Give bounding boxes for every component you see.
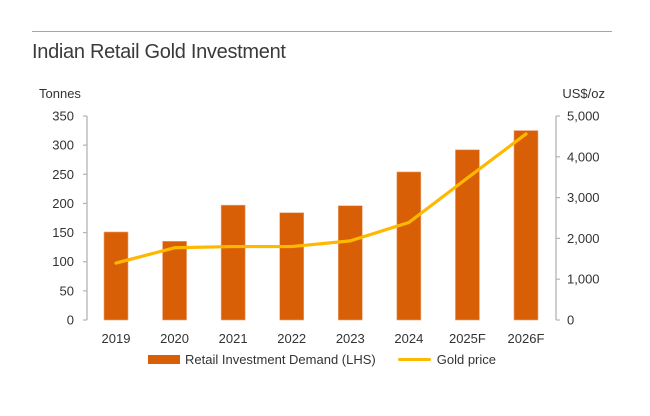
legend-item-retail-demand: Retail Investment Demand (LHS) (148, 352, 376, 367)
x-tick-label: 2019 (102, 331, 131, 346)
y-right-tick-label: 4,000 (567, 149, 600, 164)
bar-2024 (396, 171, 422, 321)
x-tick-label: 2026F (508, 331, 545, 346)
x-tick-label: 2023 (336, 331, 365, 346)
legend-swatch-line (397, 358, 431, 361)
legend-label-gold-price: Gold price (436, 352, 496, 367)
y-left-tick-label: 100 (52, 254, 74, 269)
y-left-tick-label: 350 (52, 109, 74, 124)
bar-2019 (103, 231, 129, 321)
gold-price-line (114, 132, 528, 265)
y-axis-right-label: US$/oz (562, 86, 605, 101)
y-left-tick-label: 150 (52, 225, 74, 240)
y-right-tick-label: 5,000 (567, 109, 600, 124)
y-right-tick-label: 1,000 (567, 272, 600, 287)
bar-2022 (279, 212, 305, 321)
x-tick-label: 2020 (160, 331, 189, 346)
y-right-tick-label: 0 (567, 313, 574, 328)
x-tick-label: 2024 (394, 331, 423, 346)
legend-swatch-bar (148, 355, 180, 364)
y-right-tick-label: 2,000 (567, 231, 600, 246)
y-left-tick-label: 50 (60, 283, 74, 298)
y-axis-left-label: Tonnes (39, 86, 81, 101)
bar-2025f (455, 149, 480, 321)
bar-2023 (337, 205, 363, 321)
y-left-tick-label: 250 (52, 167, 74, 182)
legend-label-retail-demand: Retail Investment Demand (LHS) (185, 352, 376, 367)
x-tick-label: 2021 (219, 331, 248, 346)
y-left-tick-label: 0 (67, 313, 74, 328)
y-right-tick-label: 3,000 (567, 190, 600, 205)
bar-2026f (513, 130, 539, 321)
legend-item-gold-price: Gold price (397, 352, 496, 367)
bar-2021 (220, 204, 246, 321)
x-tick-label: 2022 (277, 331, 306, 346)
chart-title: Indian Retail Gold Investment (32, 41, 286, 63)
y-left-tick-label: 300 (52, 138, 74, 153)
x-tick-label: 2025F (449, 331, 486, 346)
bar-2020 (162, 241, 187, 321)
y-left-tick-label: 200 (52, 196, 74, 211)
legend: Retail Investment Demand (LHS) Gold pric… (148, 352, 518, 367)
title-rule (32, 31, 612, 32)
